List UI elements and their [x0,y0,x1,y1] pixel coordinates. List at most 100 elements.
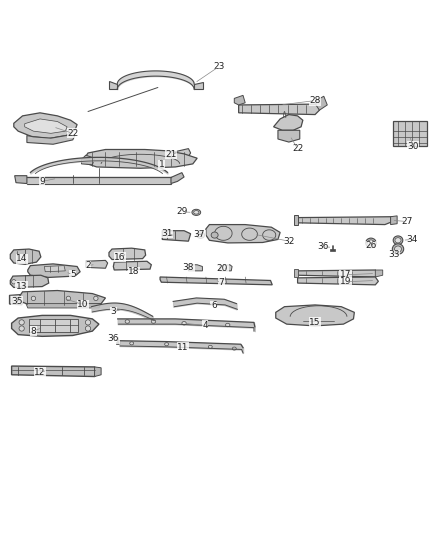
Polygon shape [12,316,99,336]
Polygon shape [276,305,354,326]
Polygon shape [297,270,378,277]
Ellipse shape [197,232,205,238]
Polygon shape [19,290,106,306]
Text: 32: 32 [283,237,294,246]
Polygon shape [14,176,27,183]
Text: 22: 22 [292,144,303,153]
Ellipse shape [192,209,201,215]
Text: 35: 35 [11,297,23,306]
Polygon shape [162,231,191,241]
Polygon shape [84,149,197,168]
Text: 29: 29 [176,207,187,216]
Polygon shape [220,265,232,271]
Ellipse shape [66,296,71,301]
Ellipse shape [85,320,91,325]
Polygon shape [239,104,319,115]
Ellipse shape [226,323,230,327]
Ellipse shape [232,347,236,350]
Text: 19: 19 [340,277,351,286]
Ellipse shape [366,238,376,248]
Polygon shape [278,130,300,142]
FancyBboxPatch shape [393,121,427,147]
Polygon shape [25,119,67,133]
Polygon shape [28,264,80,277]
Polygon shape [44,265,65,272]
Polygon shape [316,96,327,110]
FancyBboxPatch shape [116,342,120,344]
Ellipse shape [182,321,186,325]
Polygon shape [274,115,303,130]
Text: 17: 17 [340,270,351,279]
Text: 31: 31 [161,229,173,238]
Polygon shape [12,366,99,376]
Ellipse shape [395,246,402,252]
Polygon shape [10,294,25,305]
Polygon shape [95,367,101,376]
Ellipse shape [395,238,401,243]
Ellipse shape [12,280,16,284]
Ellipse shape [392,244,404,254]
Text: 8: 8 [31,327,36,336]
Text: 21: 21 [165,150,177,159]
Text: 9: 9 [39,177,45,186]
Text: 26: 26 [365,241,377,251]
Polygon shape [297,217,392,224]
Polygon shape [29,319,78,332]
Polygon shape [234,95,245,105]
Ellipse shape [19,320,24,325]
Ellipse shape [198,233,203,237]
Text: 2: 2 [85,261,91,270]
Polygon shape [171,173,184,183]
Polygon shape [160,277,272,285]
Polygon shape [188,265,202,271]
Text: 37: 37 [194,230,205,239]
Text: 20: 20 [217,264,228,273]
Text: 34: 34 [406,235,418,244]
Text: 1: 1 [159,160,164,169]
Ellipse shape [31,296,35,301]
Text: 6: 6 [211,301,217,310]
Ellipse shape [393,236,403,245]
Text: 33: 33 [388,250,399,259]
Ellipse shape [130,342,134,345]
Ellipse shape [94,296,98,301]
Ellipse shape [165,343,169,346]
Polygon shape [86,261,108,268]
Polygon shape [391,216,397,224]
Text: 30: 30 [407,142,419,151]
Text: 38: 38 [183,263,194,272]
Ellipse shape [19,326,24,331]
Polygon shape [110,80,117,89]
Ellipse shape [151,320,155,323]
Polygon shape [173,149,191,157]
Text: 36: 36 [108,335,119,343]
Polygon shape [81,155,95,165]
Polygon shape [294,215,298,224]
Text: 15: 15 [309,318,321,327]
Polygon shape [109,248,146,260]
Polygon shape [11,275,49,287]
Text: 4: 4 [202,321,208,330]
Polygon shape [27,135,75,144]
Polygon shape [294,269,298,277]
Text: 13: 13 [16,281,28,290]
Text: 27: 27 [401,217,413,226]
Ellipse shape [194,211,199,214]
Text: 3: 3 [110,308,116,317]
Text: 23: 23 [213,62,225,71]
Polygon shape [26,304,101,308]
Ellipse shape [85,326,91,331]
Ellipse shape [211,232,218,238]
Polygon shape [14,113,77,139]
Ellipse shape [208,345,212,349]
Text: 5: 5 [70,270,76,279]
Polygon shape [11,249,41,264]
Polygon shape [297,277,378,285]
Text: 36: 36 [317,243,328,252]
Ellipse shape [125,320,130,323]
Text: 18: 18 [128,267,140,276]
Text: 22: 22 [67,129,78,138]
Text: 16: 16 [114,253,126,262]
Polygon shape [206,224,280,243]
Text: 11: 11 [177,343,189,352]
